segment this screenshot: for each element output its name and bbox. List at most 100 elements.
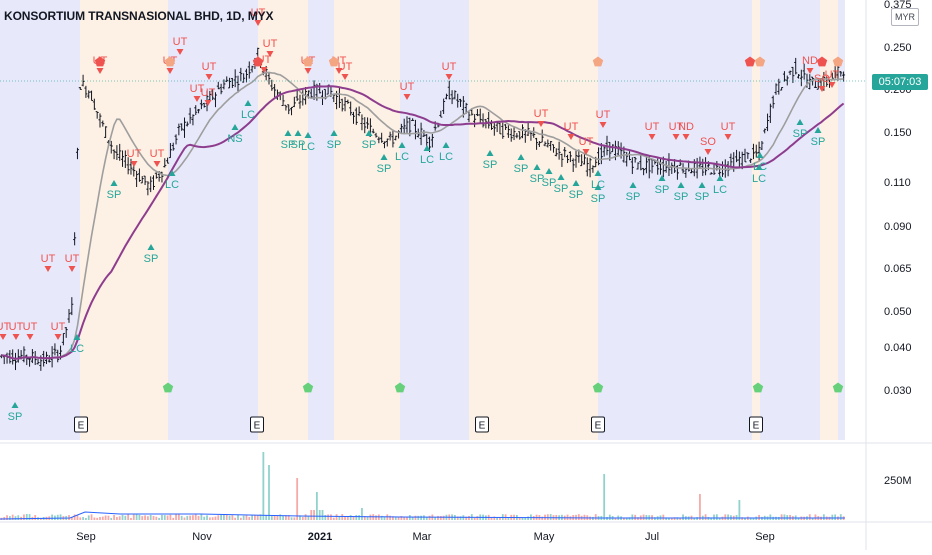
volume-bar bbox=[76, 515, 79, 520]
ohlc-bar bbox=[318, 83, 322, 94]
ohlc-bar bbox=[351, 111, 355, 124]
ohlc-bar bbox=[791, 66, 795, 83]
ohlc-bar bbox=[402, 118, 406, 135]
price-axis-tick-label: 0.065 bbox=[884, 263, 912, 275]
volume-bar bbox=[254, 514, 256, 520]
ohlc-bar bbox=[543, 141, 547, 147]
signal-pentagon-top bbox=[302, 56, 314, 67]
signal-buy: SP bbox=[695, 182, 709, 203]
earnings-marker-label: E bbox=[78, 421, 85, 432]
volume-bar bbox=[749, 517, 752, 520]
time-axis-tick-label: Sep bbox=[76, 531, 96, 543]
symbol-title-text: KONSORTIUM TRANSNASIONAL BHD, 1D, MYX bbox=[4, 9, 274, 23]
signal-buy: SP bbox=[144, 244, 158, 265]
volume-bar bbox=[718, 517, 721, 520]
volume-bar bbox=[642, 514, 645, 520]
earnings-marker-box bbox=[591, 416, 605, 433]
currency-badge[interactable]: MYR bbox=[891, 8, 919, 26]
volume-bar bbox=[155, 516, 158, 520]
volume-bar bbox=[645, 514, 648, 520]
ohlc-bar bbox=[549, 140, 553, 151]
signal-buy: SP bbox=[811, 127, 825, 148]
earnings-marker: E bbox=[250, 416, 264, 433]
ohlc-bar bbox=[591, 165, 595, 173]
signal-sell-marker bbox=[254, 20, 262, 26]
signal-buy-label: SP bbox=[107, 189, 122, 201]
volume-bar bbox=[839, 514, 842, 520]
signal-buy: LC bbox=[439, 142, 453, 163]
ohlc-bar bbox=[630, 157, 634, 175]
ohlc-bar bbox=[729, 153, 733, 168]
volume-bar bbox=[834, 514, 837, 520]
ohlc-bar bbox=[689, 169, 693, 174]
signal-sell: UT bbox=[0, 321, 11, 340]
signal-buy-marker bbox=[557, 174, 565, 180]
signal-sell-marker bbox=[672, 134, 680, 140]
signal-buy-label: SP bbox=[569, 189, 584, 201]
volume-bar bbox=[476, 516, 479, 520]
ohlc-bar bbox=[566, 154, 570, 164]
ohlc-bar bbox=[123, 150, 127, 168]
signal-sell-label: UT bbox=[150, 148, 165, 160]
volume-bar bbox=[822, 514, 825, 520]
ohlc-bar bbox=[799, 69, 803, 87]
signal-sell-marker bbox=[828, 82, 836, 88]
ohlc-bar bbox=[506, 125, 510, 138]
signal-sell: UT bbox=[579, 136, 594, 155]
volume-bar bbox=[96, 517, 99, 520]
signal-buy: LC bbox=[752, 164, 766, 185]
volume-bar bbox=[211, 517, 214, 520]
signal-sell-marker bbox=[682, 134, 690, 140]
volume-bar bbox=[163, 515, 166, 520]
signal-buy: SP bbox=[793, 119, 807, 140]
ohlc-bar bbox=[236, 75, 240, 93]
signal-buy-label: LC bbox=[241, 109, 255, 121]
volume-bar bbox=[389, 515, 392, 520]
volume-bar bbox=[738, 500, 741, 520]
ohlc-bar bbox=[298, 94, 302, 109]
ohlc-bar bbox=[163, 158, 167, 168]
signal-sell-marker bbox=[26, 334, 34, 340]
ohlc-bar bbox=[154, 172, 158, 179]
ohlc-bar bbox=[168, 143, 172, 159]
signal-buy: LC bbox=[753, 152, 767, 173]
moving-average-fast bbox=[1, 71, 844, 360]
volume-bar bbox=[301, 516, 304, 520]
signal-pentagon-top bbox=[94, 56, 106, 67]
signal-sell-label: UT bbox=[263, 38, 278, 50]
signal-sell-label: UT bbox=[564, 121, 579, 133]
ohlc-bar bbox=[813, 81, 817, 88]
signal-sell: UT bbox=[41, 253, 56, 272]
ohlc-bar bbox=[149, 176, 153, 193]
signal-sell-marker bbox=[445, 74, 453, 80]
last-price-countdown: 05:07:03 bbox=[872, 74, 928, 90]
volume-bar bbox=[437, 515, 439, 520]
signal-buy-marker bbox=[658, 175, 666, 181]
ohlc-bar bbox=[247, 61, 251, 79]
ohlc-bar bbox=[659, 157, 663, 175]
ohlc-bar bbox=[473, 114, 477, 128]
signal-buy: LC bbox=[301, 132, 315, 153]
signal-sell-marker bbox=[818, 86, 826, 92]
volume-bar bbox=[420, 515, 422, 520]
volume-bar bbox=[614, 517, 617, 520]
ohlc-bar bbox=[357, 106, 361, 117]
volume-bar bbox=[634, 514, 637, 520]
volume-bar bbox=[107, 515, 110, 520]
ohlc-bar bbox=[664, 160, 668, 173]
volume-bar bbox=[679, 517, 682, 520]
volume-bar bbox=[741, 517, 744, 520]
volume-bar bbox=[549, 514, 552, 520]
ohlc-bar bbox=[588, 157, 592, 178]
signal-sell-marker bbox=[403, 94, 411, 100]
signal-buy: SP bbox=[327, 130, 341, 151]
volume-bar bbox=[180, 515, 183, 520]
volume-bar bbox=[189, 515, 192, 520]
volume-bar bbox=[152, 516, 155, 520]
volume-bar bbox=[335, 514, 338, 520]
ohlc-bar bbox=[647, 155, 651, 179]
ohlc-bar bbox=[290, 106, 294, 116]
volume-bar bbox=[138, 514, 141, 520]
